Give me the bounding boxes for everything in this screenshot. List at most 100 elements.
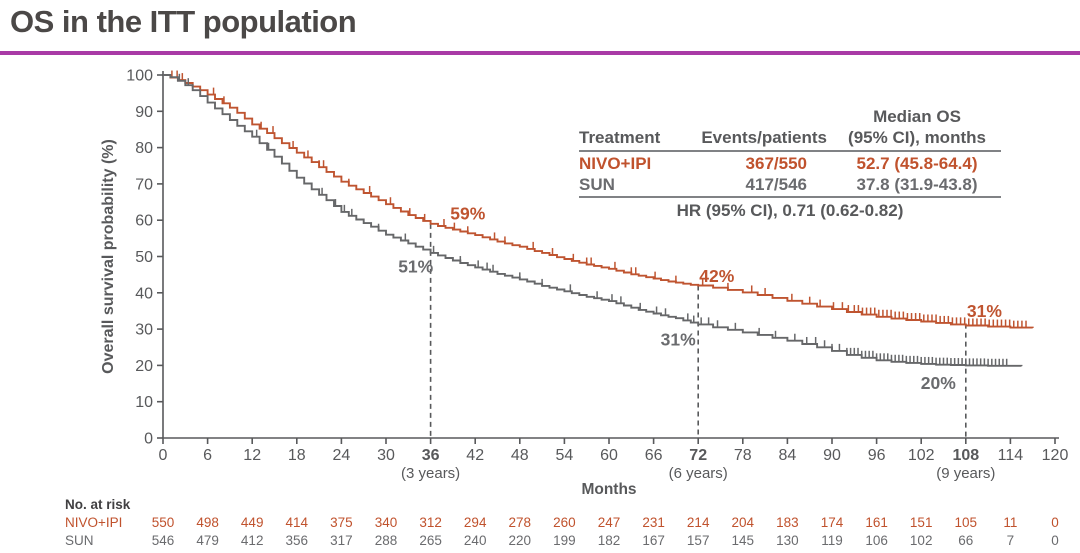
at-risk-value: 278 — [509, 515, 532, 530]
stats-hr-footer: HR (95% CI), 0.71 (0.62-0.82) — [676, 201, 904, 220]
at-risk-value: 161 — [865, 515, 888, 530]
at-risk-value: 240 — [464, 533, 487, 548]
x-tick-label: 120 — [1042, 447, 1069, 464]
y-tick-label: 90 — [135, 104, 153, 121]
at-risk-value: 231 — [642, 515, 665, 530]
y-tick-label: 40 — [135, 285, 153, 302]
at-risk-value: 312 — [419, 515, 442, 530]
at-risk-value: 498 — [196, 515, 219, 530]
at-risk-value: 66 — [958, 533, 973, 548]
at-risk-value: 414 — [286, 515, 309, 530]
x-tick-label: 90 — [823, 447, 841, 464]
stats-nivo-median: 52.7 (45.8-64.4) — [856, 154, 978, 173]
at-risk-value: 11 — [1003, 515, 1017, 530]
x-tick-label: 42 — [466, 447, 484, 464]
stats-header-events: Events/patients — [701, 128, 827, 147]
x-tick-label: 0 — [159, 447, 168, 464]
stats-sun-median: 37.8 (31.9-43.8) — [856, 175, 978, 194]
at-risk-value: 412 — [241, 533, 264, 548]
x-tick-label: 24 — [333, 447, 351, 464]
x-tick-year-sublabel: (9 years) — [936, 465, 995, 482]
at-risk-value: 119 — [821, 533, 843, 548]
milestone-pct-label: 31% — [661, 329, 696, 349]
milestone-pct-label: 31% — [967, 301, 1002, 321]
at-risk-value: 260 — [553, 515, 576, 530]
at-risk-value: 157 — [687, 533, 710, 548]
x-tick-label: 6 — [203, 447, 212, 464]
accent-rule — [0, 51, 1080, 55]
milestone-pct-label: 51% — [398, 257, 433, 277]
x-tick-label: 60 — [600, 447, 618, 464]
stats-sun-treatment: SUN — [579, 175, 615, 194]
y-tick-label: 50 — [135, 249, 153, 266]
at-risk-value: 317 — [330, 533, 353, 548]
at-risk-value: 151 — [910, 515, 933, 530]
at-risk-value: 199 — [553, 533, 576, 548]
y-tick-label: 10 — [135, 394, 153, 411]
at-risk-value: 145 — [732, 533, 755, 548]
at-risk-value: 0 — [1051, 515, 1059, 530]
at-risk-value: 106 — [865, 533, 888, 548]
stats-row-sun: SUN 417/546 37.8 (31.9-43.8) — [579, 174, 1001, 198]
milestone-pct-label: 20% — [921, 373, 956, 393]
slide-title: OS in the ITT population — [10, 4, 357, 39]
at-risk-value: 550 — [152, 515, 175, 530]
x-tick-label: 84 — [779, 447, 797, 464]
at-risk-value: 102 — [910, 533, 933, 548]
x-tick-label: 36 — [422, 447, 440, 464]
x-tick-year-sublabel: (3 years) — [401, 465, 460, 482]
at-risk-value: 375 — [330, 515, 353, 530]
stats-nivo-treatment: NIVO+IPI — [579, 154, 652, 173]
km-curve-sun — [163, 74, 1023, 367]
x-tick-label: 114 — [998, 447, 1024, 464]
at-risk-header: No. at risk — [65, 497, 131, 512]
milestone-pct-label: 59% — [450, 204, 485, 224]
at-risk-value: 167 — [642, 533, 665, 548]
at-risk-value: 288 — [375, 533, 398, 548]
milestone-pct-label: 42% — [699, 266, 734, 286]
at-risk-value: 105 — [955, 515, 978, 530]
at-risk-row-label: NIVO+IPI — [65, 515, 122, 530]
y-tick-label: 80 — [135, 140, 153, 157]
at-risk-value: 294 — [464, 515, 487, 530]
stats-row-nivo-ipi: NIVO+IPI 367/550 52.7 (45.8-64.4) — [579, 152, 1001, 174]
at-risk-value: 183 — [776, 515, 799, 530]
x-tick-label: 72 — [689, 447, 707, 464]
at-risk-value: 247 — [598, 515, 621, 530]
stats-nivo-events: 367/550 — [745, 154, 807, 173]
at-risk-value: 204 — [732, 515, 755, 530]
at-risk-value: 182 — [598, 533, 621, 548]
at-risk-value: 449 — [241, 515, 264, 530]
x-axis-title: Months — [581, 481, 636, 498]
at-risk-value: 220 — [509, 533, 532, 548]
x-tick-label: 30 — [377, 447, 395, 464]
x-tick-label: 48 — [511, 447, 529, 464]
stats-header-median-line1: Median OS — [873, 107, 961, 126]
stats-header-median-line2: (95% CI), months — [848, 128, 986, 147]
km-curve-nivo-ipi — [163, 74, 1034, 329]
at-risk-value: 0 — [1051, 533, 1059, 548]
y-tick-label: 20 — [135, 358, 153, 375]
stats-table: Treatment Events/patients Median OS (95%… — [579, 106, 1001, 221]
stats-table-header-row: Treatment Events/patients Median OS (95%… — [579, 106, 1001, 152]
at-risk-value: 7 — [1007, 533, 1015, 548]
stats-sun-events: 417/546 — [745, 175, 807, 194]
at-risk-value: 546 — [152, 533, 175, 548]
at-risk-value: 130 — [776, 533, 799, 548]
at-risk-row-label: SUN — [65, 533, 94, 548]
y-tick-label: 60 — [135, 213, 153, 230]
x-tick-label: 96 — [868, 447, 886, 464]
at-risk-value: 214 — [687, 515, 710, 530]
y-tick-label: 70 — [135, 176, 153, 193]
at-risk-value: 340 — [375, 515, 398, 530]
x-tick-label: 108 — [952, 447, 979, 464]
y-axis-title: Overall survival probability (%) — [100, 139, 117, 374]
x-tick-label: 54 — [556, 447, 574, 464]
y-tick-label: 100 — [126, 68, 153, 85]
y-tick-label: 30 — [135, 322, 153, 339]
stats-header-treatment: Treatment — [579, 128, 661, 147]
at-risk-value: 174 — [821, 515, 844, 530]
x-tick-label: 78 — [734, 447, 752, 464]
x-tick-label: 18 — [288, 447, 306, 464]
